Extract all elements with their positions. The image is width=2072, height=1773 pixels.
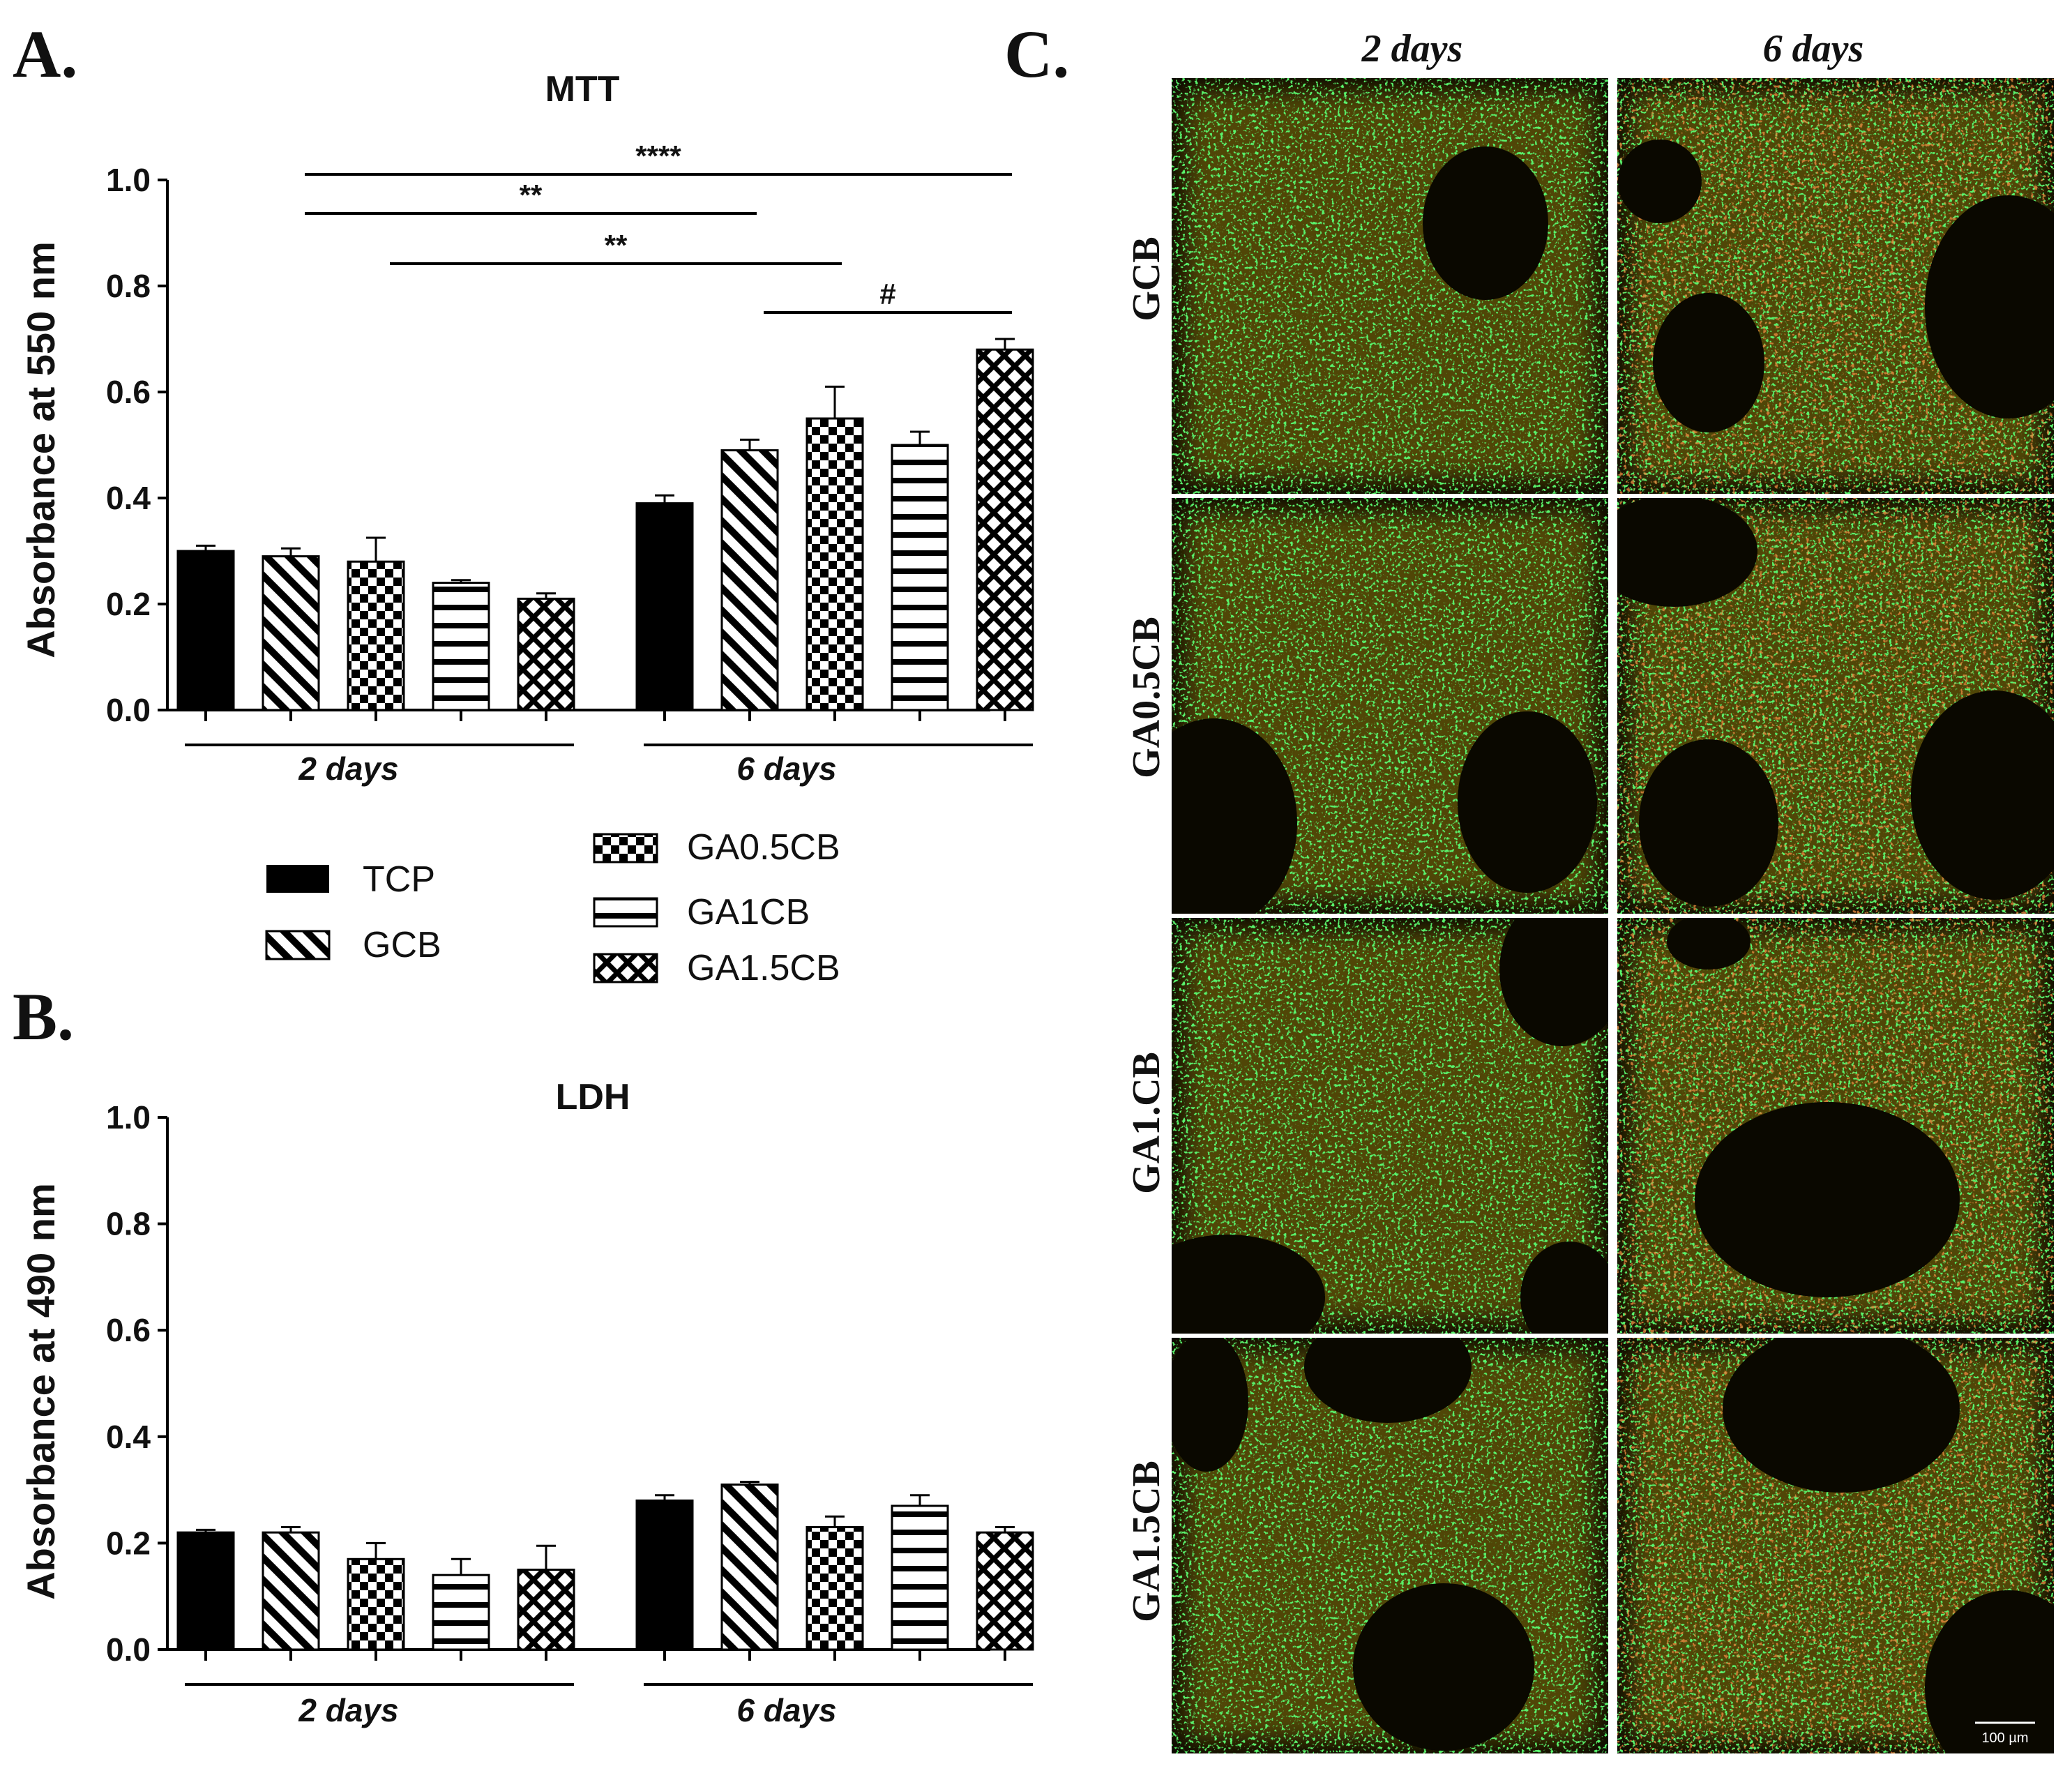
row-label-ga1cb: GA1.CB (1125, 1052, 1168, 1194)
bar-ga1cb-6days (891, 444, 949, 711)
pore (1639, 739, 1778, 907)
pore (1170, 1235, 1325, 1335)
significance-label: ** (605, 229, 628, 262)
legend-swatch-ga05cb (593, 833, 658, 863)
bar-ga05cb-2days (347, 560, 405, 711)
bar-gcb-6days (720, 1483, 779, 1651)
legend-label-ga05cb: GA0.5CB (687, 827, 840, 868)
legend-swatch-gcb (265, 930, 331, 960)
bar-tcp-2days (176, 550, 235, 711)
bar-ga1cb-2days (432, 1574, 490, 1651)
pore (1911, 691, 2055, 900)
legend-swatch-ga1cb (593, 897, 658, 928)
group-label-6-days: 6 days (736, 1692, 836, 1728)
bar-ga05cb-2days (347, 1557, 405, 1651)
pore (1423, 146, 1548, 300)
panel-label-c: C. (1004, 17, 1069, 91)
pore (1925, 195, 2055, 418)
micrograph-ga05cb-6days (1615, 495, 2057, 916)
bar-ga15cb-2days (517, 597, 575, 711)
significance-label: # (879, 278, 895, 310)
micrograph-ga15cb-2days (1169, 1335, 1611, 1756)
legend-label-ga15cb: GA1.5CB (687, 948, 840, 988)
group-label-6-days: 6 days (736, 750, 836, 787)
micrograph-ga15cb-6days (1615, 1335, 2057, 1756)
micrograph-ga1cb-2days (1169, 915, 1611, 1336)
bar-gcb-2days (262, 1531, 320, 1651)
group-label-2-days: 2 days (298, 1692, 398, 1728)
row-label-ga05cb: GA0.5CB (1125, 617, 1168, 778)
y-tick-label: 0.4 (106, 1419, 151, 1455)
y-tick-label: 0.2 (106, 1525, 151, 1561)
pore (1458, 711, 1597, 893)
y-axis-label: Absorbance at 490 nm (19, 1183, 63, 1600)
pore (1170, 718, 1297, 915)
column-label-2-days: 2 days (1361, 27, 1463, 70)
legend: TCP GCB GA0.5CB GA1CB GA1.5CB (265, 827, 840, 988)
legend-label-gcb: GCB (363, 925, 441, 965)
bar-gcb-2days (262, 555, 320, 711)
pore (1353, 1583, 1534, 1751)
chart-title: LDH (556, 1077, 630, 1117)
bar-ga15cb-6days (976, 1531, 1034, 1651)
legend-swatch-ga15cb (593, 953, 658, 983)
pore (1520, 1242, 1610, 1335)
bar-tcp-6days (635, 502, 694, 711)
bar-tcp-2days (176, 1531, 235, 1651)
y-tick-label: 0.6 (106, 374, 151, 410)
pore (1667, 916, 1750, 970)
y-tick-label: 0.0 (106, 1631, 151, 1668)
pore (1616, 497, 1757, 607)
y-tick-label: 0.0 (106, 692, 151, 728)
y-axis-label: Absorbance at 550 nm (19, 241, 63, 658)
pore (1170, 1336, 1248, 1472)
y-tick-label: 0.6 (106, 1312, 151, 1348)
y-tick-label: 0.2 (106, 586, 151, 622)
pore (1618, 139, 1702, 223)
y-tick-label: 0.8 (106, 1206, 151, 1242)
legend-swatch-tcp (266, 865, 329, 893)
pore (1695, 1102, 1960, 1297)
panel-label-b: B. (13, 979, 74, 1054)
pore (1925, 1590, 2055, 1755)
significance-label: ** (520, 179, 543, 211)
scale-bar-label: 100 µm (1981, 1730, 2028, 1746)
scale-bar: 100 µm (1975, 1721, 2035, 1746)
bar-tcp-6days (635, 1499, 694, 1651)
legend-label-ga1cb: GA1CB (687, 892, 810, 933)
y-tick-label: 1.0 (106, 162, 151, 198)
row-label-ga15cb: GA1.5CB (1125, 1461, 1168, 1622)
y-tick-label: 0.4 (106, 480, 151, 516)
legend-label-tcp: TCP (363, 859, 435, 900)
pore (1499, 916, 1610, 1046)
pore (1723, 1336, 1960, 1493)
bar-ga15cb-6days (976, 348, 1034, 711)
y-tick-label: 0.8 (106, 268, 151, 304)
bar-ga15cb-2days (517, 1569, 575, 1651)
micrograph-gcb-2days (1169, 75, 1611, 497)
ldh-chart: LDH Absorbance at 490 nm 2 days 6 days 0… (19, 1077, 1034, 1728)
micrograph-ga1cb-6days (1615, 915, 2057, 1336)
row-label-gcb: GCB (1125, 236, 1168, 321)
micrograph-gcb-6days (1615, 75, 2057, 497)
group-label-2-days: 2 days (298, 750, 398, 787)
panel-label-a: A. (13, 17, 77, 91)
pore (1304, 1336, 1472, 1423)
bar-gcb-6days (720, 449, 779, 711)
significance-label: **** (635, 139, 681, 172)
bar-ga05cb-6days (806, 1526, 864, 1651)
micrograph-grid: 2 days 6 days GCB GA0.5CB GA1.CB GA1.5CB… (1125, 27, 2057, 1756)
bar-ga1cb-2days (432, 582, 490, 711)
pore (1653, 293, 1764, 432)
bar-ga1cb-6days (891, 1504, 949, 1651)
mtt-chart: MTT Absorbance at 550 nm 2 days 6 days 0… (19, 69, 1034, 787)
chart-title: MTT (545, 69, 620, 110)
column-label-6-days: 6 days (1763, 27, 1864, 70)
bar-ga05cb-6days (806, 417, 864, 711)
y-tick-label: 1.0 (106, 1099, 151, 1136)
micrograph-tiles (1169, 75, 2057, 1756)
micrograph-ga05cb-2days (1169, 495, 1611, 916)
